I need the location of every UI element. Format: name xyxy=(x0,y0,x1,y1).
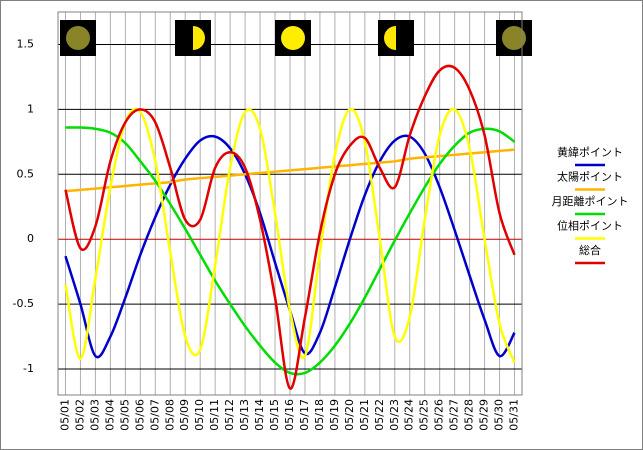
x-tick-label: 05/17 xyxy=(298,399,311,431)
x-tick-label: 05/26 xyxy=(433,399,446,431)
x-tick-label: 05/19 xyxy=(328,399,341,431)
x-tick-label: 05/22 xyxy=(373,399,386,431)
y-tick-label: -1 xyxy=(23,362,34,375)
x-tick-label: 05/16 xyxy=(283,399,296,431)
x-tick-label: 05/13 xyxy=(238,399,251,431)
legend-label: 総合 xyxy=(579,243,601,257)
series-line xyxy=(64,107,516,364)
x-tick-label: 05/15 xyxy=(268,399,281,431)
y-tick-label: 0 xyxy=(27,232,34,245)
x-tick-label: 05/18 xyxy=(313,399,326,431)
legend-label: 月距離ポイント xyxy=(552,194,629,208)
x-tick-label: 05/25 xyxy=(418,399,431,431)
moon-icons xyxy=(60,20,532,56)
x-tick-label: 05/12 xyxy=(223,399,236,431)
x-tick-label: 05/04 xyxy=(103,399,116,431)
legend-label: 位相ポイント xyxy=(557,219,623,233)
x-tick-label: 05/02 xyxy=(73,399,86,431)
plot-border xyxy=(57,11,523,396)
x-tick-label: 05/03 xyxy=(88,399,101,431)
y-tick-label: 1.5 xyxy=(17,37,35,50)
x-tick-label: 05/20 xyxy=(343,399,356,431)
x-tick-label: 05/11 xyxy=(208,399,221,431)
x-tick-label: 05/06 xyxy=(133,399,146,431)
x-tick-label: 05/01 xyxy=(58,399,71,431)
x-tick-label: 05/05 xyxy=(118,399,131,431)
x-tick-label: 05/31 xyxy=(508,399,521,431)
x-tick-label: 05/29 xyxy=(478,399,491,431)
y-tick-label: 0.5 xyxy=(17,167,35,180)
x-tick-label: 05/24 xyxy=(403,399,416,431)
x-tick-label: 05/28 xyxy=(463,399,476,431)
x-tick-label: 05/23 xyxy=(388,399,401,431)
y-tick-label: 1 xyxy=(27,102,34,115)
legend-label: 太陽ポイント xyxy=(557,171,623,184)
x-tick-label: 05/09 xyxy=(178,399,191,431)
x-tick-label: 05/10 xyxy=(193,399,206,431)
x-tick-label: 05/14 xyxy=(253,399,266,431)
legend-label: 黄緯ポイント xyxy=(557,145,623,159)
y-tick-label: -0.5 xyxy=(13,297,34,310)
x-tick-label: 05/21 xyxy=(358,399,371,431)
series-line xyxy=(65,126,516,376)
x-tick-label: 05/08 xyxy=(163,399,176,431)
x-tick-label: 05/07 xyxy=(148,399,161,431)
x-tick-label: 05/30 xyxy=(493,399,506,431)
series-line xyxy=(64,64,516,390)
x-tick-label: 05/27 xyxy=(448,399,461,431)
series-line xyxy=(65,148,515,193)
